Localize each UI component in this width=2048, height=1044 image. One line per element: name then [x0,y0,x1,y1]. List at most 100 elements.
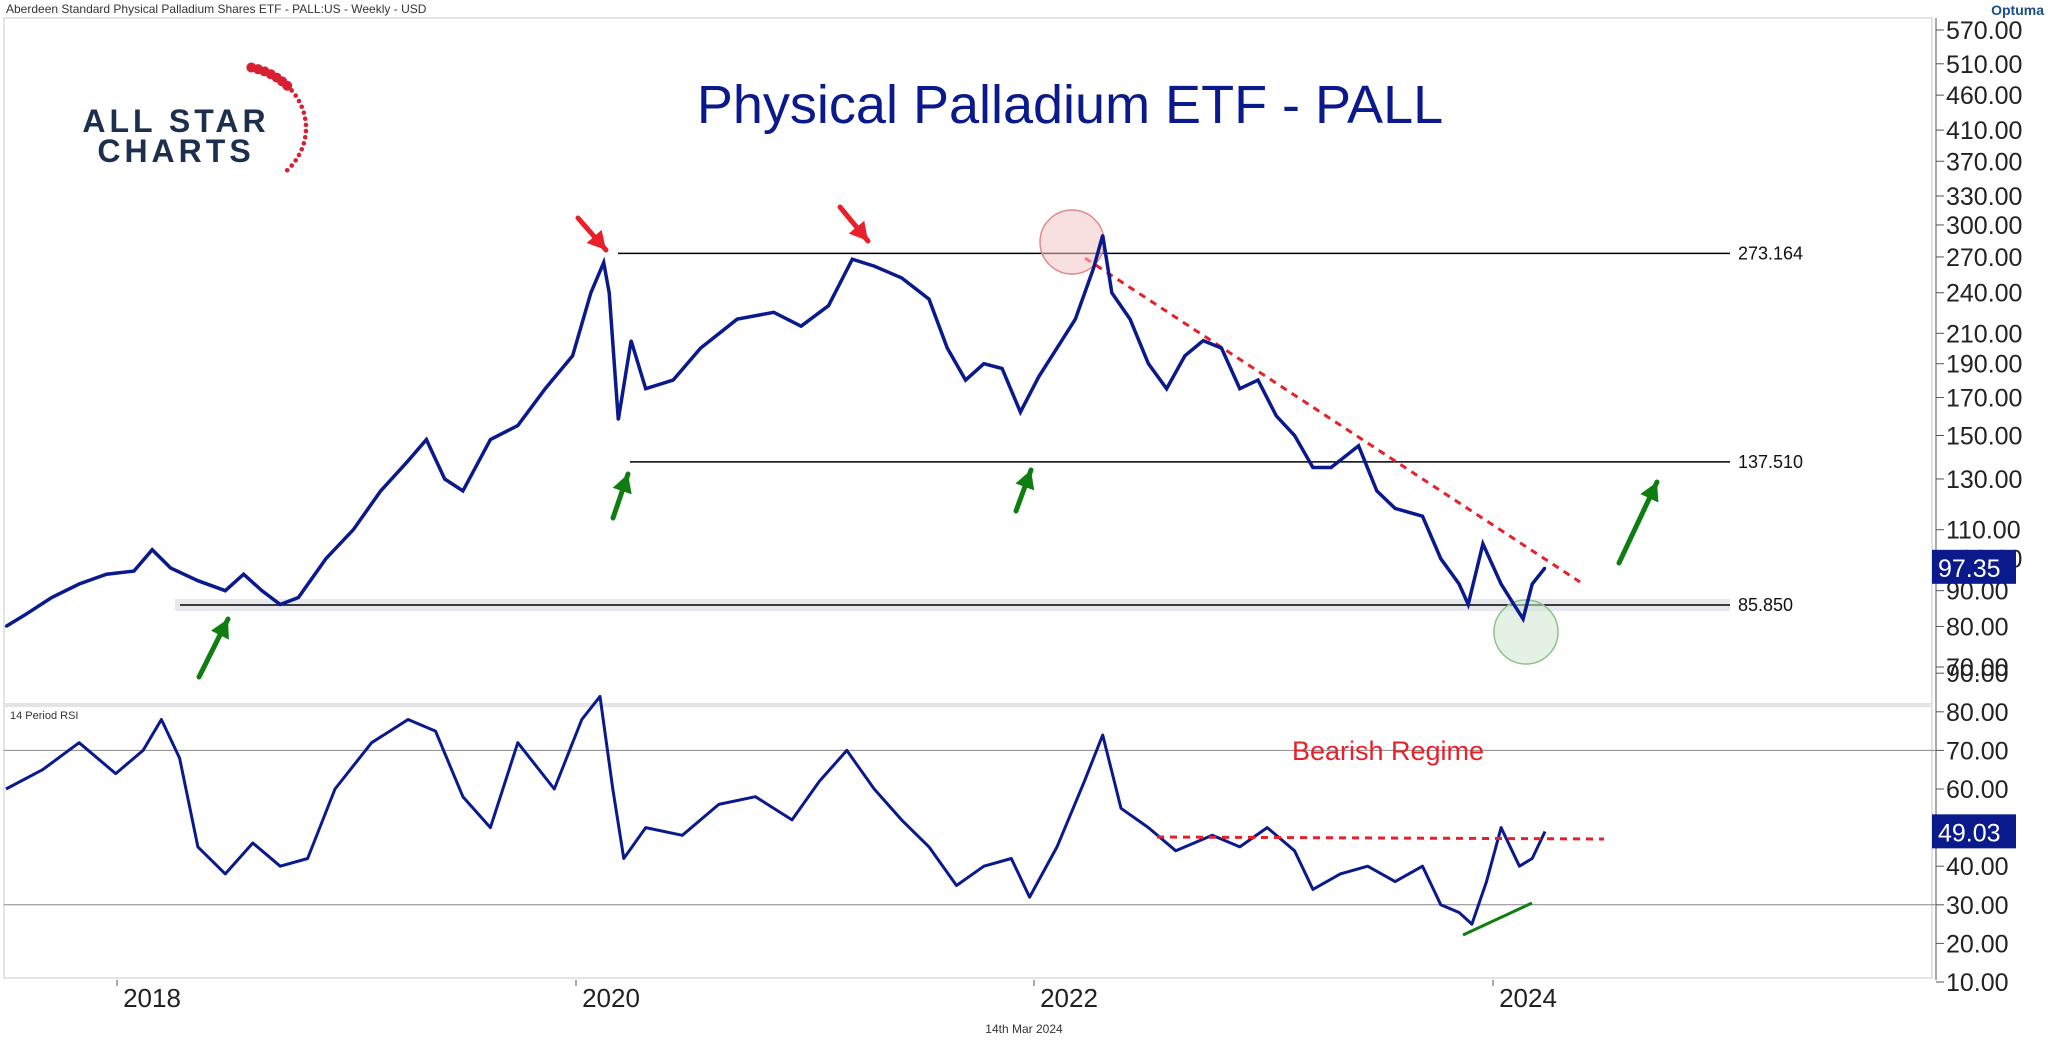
green-up-arrow-head [1015,470,1035,491]
x-tick-label: 2018 [123,983,181,1013]
price-point [1375,489,1379,493]
price-point [196,579,200,582]
rsi-bullish-divergence-line [1462,901,1533,937]
price-point [461,489,465,493]
red-down-arrow-head [848,220,868,241]
price-point [352,528,355,531]
rsi-y-tick-label: 20.00 [1946,930,2009,958]
price-point [1543,566,1547,570]
price-point [1238,387,1241,390]
price-point [543,387,547,390]
logo-star-dot [301,141,307,146]
last-rsi-label: 49.03 [1938,819,2001,847]
price-point [1457,582,1461,586]
last-price-label: 97.35 [1938,555,2001,583]
price-point [1393,507,1397,510]
level-label: 85.850 [1738,595,1793,615]
logo-star-dot [299,104,305,110]
logo-star-dot [282,80,293,91]
price-point [278,603,282,606]
price-point [105,573,108,576]
price-point [927,297,931,301]
rsi-y-tick-label: 30.00 [1946,892,2009,920]
y-tick-label: 410.00 [1946,117,2022,145]
price-point [873,264,876,268]
x-tick-label: 2022 [1040,983,1098,1013]
logo-star-dot [302,134,308,140]
price-point [297,596,300,599]
rsi-y-tick-label: 80.00 [1946,699,2009,727]
price-point [617,418,620,421]
y-tick-label: 570.00 [1946,17,2022,45]
rsi-y-tick-label: 60.00 [1946,776,2009,804]
red-down-arrow-head [586,229,606,250]
y-tick-label: 80.00 [1946,613,2009,641]
price-point [1147,362,1150,365]
y-tick-label: 110.00 [1946,517,2021,545]
y-tick-label: 130.00 [1946,466,2022,494]
rsi-dashed-level [1156,835,1605,841]
price-point [151,548,154,551]
price-point [406,459,410,463]
price-point [827,304,830,307]
price-point [1202,339,1205,342]
logo-star-dot [293,158,298,163]
chart-title: Physical Palladium ETF - PALL [697,75,1443,135]
price-point [1019,410,1022,414]
price-point [772,311,775,314]
price-point [379,489,382,493]
y-tick-label: 70.00 [1946,654,2009,682]
y-tick-label: 370.00 [1946,148,2022,176]
y-tick-label: 240.00 [1946,280,2022,308]
rsi-y-tick-label: 40.00 [1946,853,2009,881]
y-tick-label: 270.00 [1946,244,2022,272]
price-point [489,438,492,441]
optuma-logo: Optuma [1991,2,2044,18]
logo-star-dot [299,146,305,152]
y-tick-label: 460.00 [1946,82,2022,110]
rsi-panel-frame [3,705,1933,979]
rsi-series-line [5,694,1547,926]
level-label: 273.164 [1738,243,1803,263]
green-up-arrow-head [612,474,632,495]
green-up-arrow-head [211,619,229,640]
price-point [1110,291,1114,294]
resistance-trendline [1084,256,1581,584]
price-point [1499,582,1503,586]
rsi-y-tick-label: 90.00 [1946,660,2009,688]
last-price-box [1932,549,2016,584]
price-point [851,258,854,261]
y-tick-label: 330.00 [1946,183,2022,211]
price-point [799,324,803,328]
price-point [132,569,136,573]
price-point [982,362,986,365]
price-point [602,261,605,264]
x-tick-label: 2024 [1499,983,1557,1013]
price-point [1165,387,1168,390]
level-label: 137.510 [1738,452,1803,472]
price-point [77,582,81,586]
logo-star-dot [301,110,307,115]
price-point [1467,603,1470,606]
price-point [946,346,949,350]
price-point [1521,617,1525,621]
rsi-y-tick-label: 10.00 [1946,969,2009,997]
price-point [1357,444,1360,447]
y-tick-label: 510.00 [1946,51,2022,79]
price-point [735,317,739,321]
price-point [224,589,227,592]
price-point [1000,367,1004,370]
y-tick-label: 210.00 [1946,320,2022,348]
price-point [1293,434,1296,437]
logo-star-dot [296,98,302,104]
price-point [516,424,519,427]
price-point [4,625,8,628]
price-point [1329,466,1333,469]
logo-star-dot [284,167,290,173]
price-point [1531,582,1534,586]
price-point [699,346,702,350]
rsi-y-tick-label: 70.00 [1946,737,2009,765]
